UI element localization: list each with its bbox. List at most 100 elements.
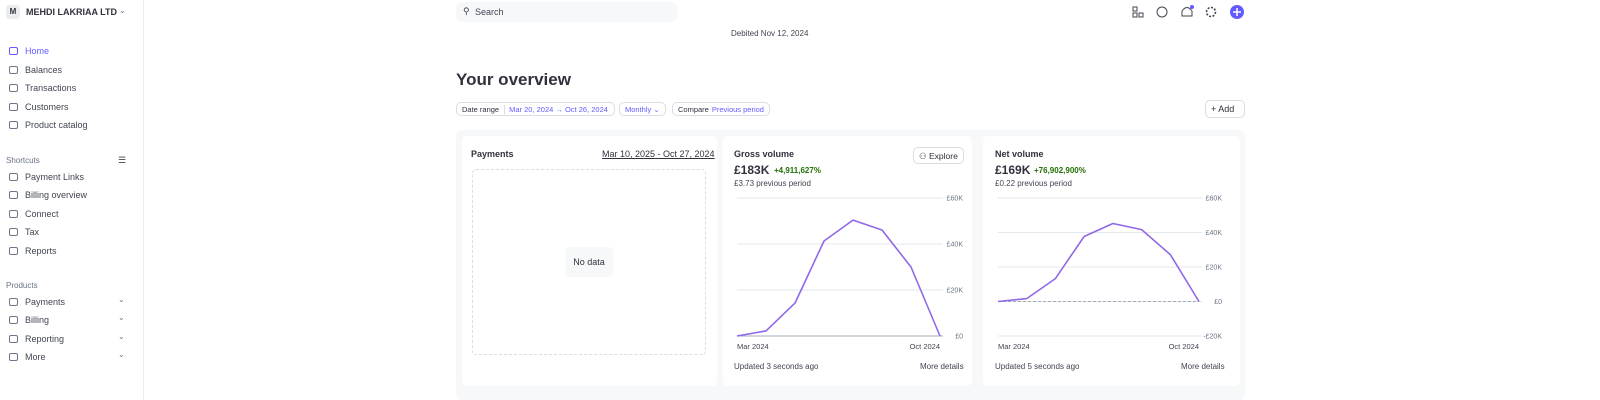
change: +4,911,627%	[774, 166, 821, 175]
nav-item[interactable]: More	[25, 352, 46, 363]
nav-item[interactable]: Home	[25, 46, 50, 56]
nav-item[interactable]: Billing	[25, 315, 50, 326]
previous: £3.73 previous period	[734, 179, 811, 188]
nav-icon	[9, 47, 18, 55]
no-data: No data	[565, 247, 613, 277]
filter-label: Date range	[462, 105, 500, 114]
nav-icon	[9, 121, 18, 129]
search-placeholder: Search	[475, 7, 504, 17]
nav-item[interactable]: Customers	[25, 101, 69, 112]
date-range-filter[interactable]: Date range Mar 20, 2024 → Oct 26, 2024	[456, 102, 615, 116]
previous: £0.22 previous period	[995, 179, 1072, 188]
net-volume-card: Net volume £169K +76,902,900% £0.22 prev…	[983, 136, 1240, 386]
nav-icon	[9, 84, 18, 92]
section-title: Shortcuts	[6, 156, 40, 165]
card-title: Gross volume	[734, 149, 795, 159]
updated: Updated 3 seconds ago	[734, 362, 819, 371]
y-tick-label: £0	[1214, 299, 1222, 306]
account-chevron[interactable]: ⌄	[119, 6, 126, 15]
nav-item[interactable]: Reporting	[25, 333, 65, 344]
y-tick-label: £40K	[1206, 230, 1223, 237]
more-details[interactable]: More details	[1181, 362, 1225, 371]
expand-chevron[interactable]: ⌄	[118, 331, 125, 341]
search-icon: ⚲	[463, 6, 470, 16]
search-box[interactable]: ⚲ Search	[456, 2, 677, 22]
nav-item[interactable]: Transactions	[25, 83, 77, 93]
compare-filter[interactable]: Compare Previous period	[672, 102, 770, 116]
amount: £169K	[995, 163, 1031, 177]
nav-item[interactable]: Connect	[25, 208, 59, 219]
expand-chevron[interactable]: ⌄	[118, 295, 125, 304]
explore-button[interactable]: ⚇ Explore	[913, 147, 964, 164]
updated: Updated 5 seconds ago	[995, 362, 1080, 371]
card-date[interactable]: Mar 10, 2025 - Oct 27, 2024	[602, 149, 715, 159]
card-title: Net volume	[995, 149, 1044, 159]
add-button[interactable]: + Add	[1205, 100, 1245, 118]
card-title: Payments	[471, 149, 514, 159]
edit-shortcuts[interactable]: ☰	[118, 155, 127, 165]
interval-filter[interactable]: Monthly ⌄	[619, 102, 666, 116]
explore-label: Explore	[928, 151, 958, 161]
nav-item[interactable]: Reports	[25, 245, 57, 256]
apps-icon[interactable]	[1132, 6, 1138, 12]
help-icon[interactable]	[1156, 6, 1168, 18]
filter-value: Monthly	[625, 105, 652, 114]
payments-card: Payments Mar 10, 2025 - Oct 27, 2024 No …	[462, 136, 717, 386]
nav-item[interactable]: Billing overview	[25, 190, 88, 201]
nav-icon	[9, 191, 18, 200]
y-tick-label: £40K	[947, 242, 964, 249]
y-tick-label: -£20K	[1203, 334, 1222, 341]
empty-area	[472, 169, 706, 355]
plus-icon	[1233, 8, 1241, 16]
notification-dot	[1190, 5, 1194, 9]
data-line	[736, 219, 941, 337]
nav-item[interactable]: Payment Links	[25, 172, 85, 182]
filter-value: Mar 20, 2024 → Oct 26, 2024	[504, 105, 612, 114]
nav-item[interactable]: Balances	[25, 64, 63, 75]
x-tick-label: Oct 2024	[1169, 342, 1199, 351]
expand-chevron[interactable]: ⌄	[118, 350, 125, 360]
account-name[interactable]: MEHDI LAKRIAA LTD	[26, 7, 117, 17]
sidebar: M MEHDI LAKRIAA LTD ⌄ Shortcuts ☰ Produc…	[0, 0, 144, 400]
x-tick-label: Mar 2024	[737, 342, 769, 351]
apps-icon	[1132, 12, 1138, 18]
data-line	[997, 222, 1200, 303]
add-label: Add	[1218, 104, 1235, 114]
nav-item[interactable]: Tax	[25, 227, 40, 238]
more-details[interactable]: More details	[920, 362, 964, 371]
apps-icon	[1138, 12, 1144, 18]
nav-icon	[9, 209, 18, 218]
y-tick-label: £60K	[1206, 196, 1223, 203]
nav-icon	[9, 353, 18, 362]
amount: £183K	[734, 163, 770, 177]
change: +76,902,900%	[1034, 166, 1086, 175]
nav-item[interactable]: Product catalog	[25, 120, 88, 130]
filter-label: Compare	[678, 105, 709, 114]
x-tick-label: Mar 2024	[998, 342, 1030, 351]
section-title: Products	[6, 281, 38, 290]
nav-icon	[9, 173, 18, 181]
nav-icon	[9, 246, 18, 255]
notifications-icon[interactable]	[1181, 7, 1193, 17]
top-icons	[1132, 5, 1244, 19]
settings-icon[interactable]	[1205, 6, 1217, 18]
y-tick-label: £60K	[947, 196, 964, 203]
y-tick-label: £0	[955, 334, 963, 341]
nav-item[interactable]: Payments	[25, 297, 66, 307]
nav-icon	[9, 228, 18, 237]
nav-icon	[9, 316, 18, 325]
nav-icon	[9, 298, 18, 306]
y-tick-label: £20K	[947, 288, 964, 295]
notice: Debited Nov 12, 2024	[731, 29, 809, 38]
nav-icon	[9, 102, 18, 111]
overview-title: Your overview	[456, 70, 571, 89]
expand-chevron[interactable]: ⌄	[118, 313, 125, 323]
nav-icon	[9, 65, 18, 74]
y-tick-label: £20K	[1206, 265, 1223, 272]
gross-volume-card: Gross volume ⚇ Explore £183K +4,911,627%…	[723, 136, 972, 386]
x-tick-label: Oct 2024	[910, 342, 940, 351]
account-avatar: M	[6, 5, 20, 19]
filter-value: Previous period	[711, 105, 764, 114]
